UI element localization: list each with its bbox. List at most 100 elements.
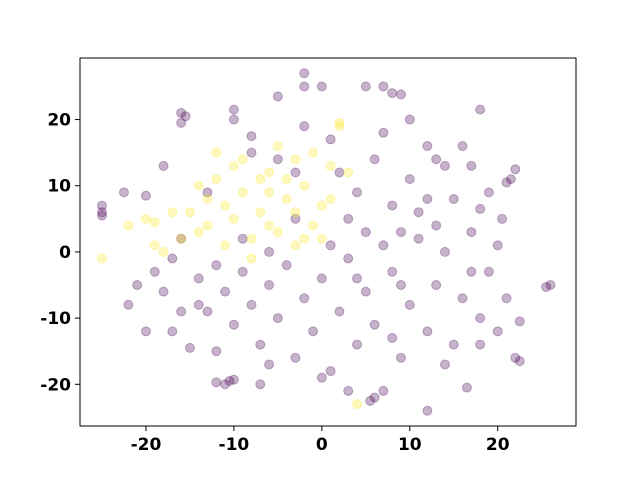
point	[308, 220, 319, 231]
point	[123, 220, 134, 231]
point	[334, 306, 345, 317]
point	[167, 253, 178, 264]
point	[483, 266, 494, 277]
point	[431, 280, 442, 291]
point	[325, 160, 336, 171]
point	[413, 207, 424, 218]
point	[475, 339, 486, 350]
point	[352, 399, 363, 410]
point	[255, 207, 266, 218]
y-tick-label: 20	[47, 111, 71, 131]
point	[422, 326, 433, 337]
point	[387, 266, 398, 277]
point	[497, 213, 508, 224]
point	[316, 273, 327, 284]
point	[360, 286, 371, 297]
point	[395, 89, 406, 100]
x-tick-label: 0	[316, 435, 328, 455]
point	[255, 379, 266, 390]
point	[158, 246, 169, 257]
point	[255, 174, 266, 185]
point	[224, 375, 235, 386]
point	[404, 174, 415, 185]
point	[387, 200, 398, 211]
point	[466, 266, 477, 277]
point	[501, 293, 512, 304]
point	[466, 160, 477, 171]
point	[176, 306, 187, 317]
point	[246, 233, 257, 244]
point	[140, 213, 151, 224]
point	[290, 352, 301, 363]
point	[220, 379, 231, 390]
point	[475, 313, 486, 324]
point	[299, 293, 310, 304]
point	[378, 240, 389, 251]
point	[228, 114, 239, 125]
point	[264, 167, 275, 178]
point	[334, 167, 345, 178]
point	[290, 213, 301, 224]
point	[334, 121, 345, 132]
point	[140, 190, 151, 201]
points	[96, 68, 556, 416]
point	[378, 127, 389, 138]
point	[299, 180, 310, 191]
point	[167, 326, 178, 337]
point	[299, 81, 310, 92]
point	[118, 187, 129, 198]
point	[228, 160, 239, 171]
point	[176, 117, 187, 128]
point	[290, 167, 301, 178]
point	[510, 352, 521, 363]
plot-frame	[79, 57, 577, 427]
point	[211, 147, 222, 158]
point	[220, 200, 231, 211]
point	[96, 207, 107, 218]
point	[211, 260, 222, 271]
point	[325, 134, 336, 145]
point	[211, 377, 222, 388]
point	[228, 319, 239, 330]
point	[369, 392, 380, 403]
point	[290, 154, 301, 165]
point	[246, 253, 257, 264]
point	[264, 187, 275, 198]
point	[343, 385, 354, 396]
point	[237, 187, 248, 198]
point	[176, 233, 187, 244]
point	[299, 233, 310, 244]
point	[96, 200, 107, 211]
point	[439, 246, 450, 257]
point	[281, 193, 292, 204]
point	[352, 339, 363, 350]
point	[202, 220, 213, 231]
point	[132, 280, 143, 291]
point	[365, 395, 376, 406]
point	[264, 246, 275, 257]
point	[369, 319, 380, 330]
point	[184, 342, 195, 353]
point	[395, 227, 406, 238]
point	[457, 293, 468, 304]
point	[237, 154, 248, 165]
point	[299, 121, 310, 132]
point	[475, 203, 486, 214]
point	[395, 352, 406, 363]
x-tick-label: 10	[398, 435, 422, 455]
point	[352, 187, 363, 198]
point	[237, 266, 248, 277]
point	[466, 227, 477, 238]
point	[387, 88, 398, 99]
point	[202, 306, 213, 317]
point	[422, 141, 433, 152]
point	[193, 180, 204, 191]
point	[422, 405, 433, 416]
point	[457, 141, 468, 152]
point	[325, 240, 336, 251]
point	[316, 81, 327, 92]
point	[448, 193, 459, 204]
point	[246, 147, 257, 158]
point	[237, 233, 248, 244]
